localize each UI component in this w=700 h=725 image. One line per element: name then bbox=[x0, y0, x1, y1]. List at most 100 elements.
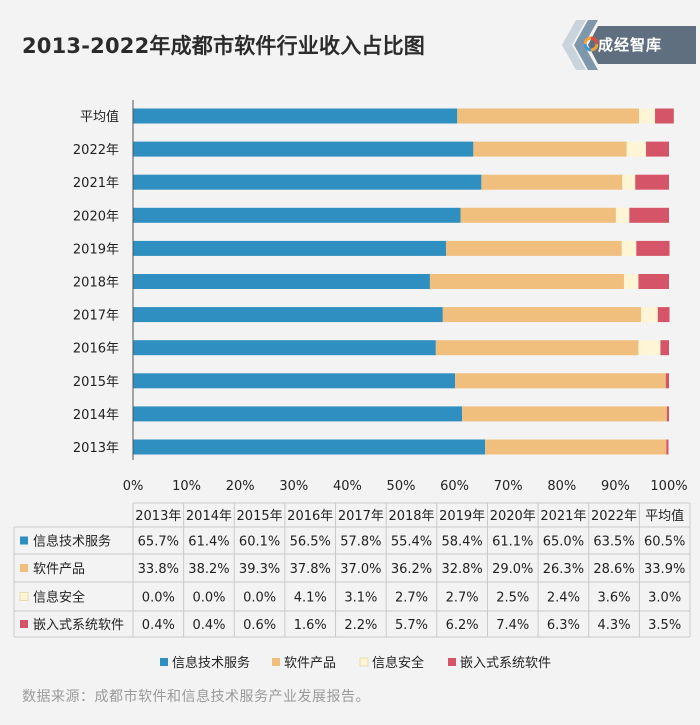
legend-label: 信息安全 bbox=[372, 655, 424, 671]
table-row-label: 嵌入式系统软件 bbox=[33, 618, 124, 633]
data-source-note: 数据来源：成都市软件和信息技术服务产业发展报告。 bbox=[22, 689, 370, 705]
table-cell: 33.8% bbox=[138, 562, 179, 577]
table-header-cell: 2017年 bbox=[338, 509, 384, 524]
table-cell: 0.4% bbox=[192, 618, 225, 633]
category-label: 2019年 bbox=[73, 242, 119, 257]
bar-segment bbox=[638, 274, 669, 289]
x-tick-label: 50% bbox=[387, 479, 416, 494]
table-cell: 2.7% bbox=[395, 591, 428, 606]
legend-swatch bbox=[448, 658, 456, 666]
bar-segment bbox=[638, 108, 656, 124]
table-cell: 2.4% bbox=[547, 591, 580, 606]
table-cell: 56.5% bbox=[290, 535, 331, 550]
bar-segment bbox=[133, 340, 436, 356]
legend-key-swatch bbox=[20, 564, 28, 572]
table-cell: 32.8% bbox=[441, 562, 482, 577]
x-tick-label: 90% bbox=[601, 479, 630, 494]
x-tick-label: 10% bbox=[172, 479, 201, 494]
bar-segment bbox=[133, 307, 443, 323]
bar-segment bbox=[635, 174, 669, 190]
legend-label: 软件产品 bbox=[284, 656, 336, 671]
table-row-label: 软件产品 bbox=[33, 562, 85, 577]
table-row-label: 信息安全 bbox=[33, 590, 85, 606]
table-cell: 38.2% bbox=[188, 562, 229, 577]
bar-segment bbox=[626, 141, 646, 157]
category-label: 2018年 bbox=[73, 276, 119, 291]
bar-segment bbox=[457, 108, 639, 124]
bar-segment bbox=[629, 207, 669, 223]
table-header-cell: 2016年 bbox=[287, 509, 333, 524]
table-cell: 36.2% bbox=[391, 562, 432, 577]
table-cell: 6.3% bbox=[547, 618, 580, 633]
logo: 成经智库 bbox=[562, 18, 696, 72]
bar-segment bbox=[623, 274, 639, 289]
chart-title: 2013-2022年成都市软件行业收入占比图 bbox=[22, 34, 426, 58]
bar-segment bbox=[133, 174, 482, 190]
table-cell: 29.0% bbox=[492, 562, 533, 577]
bar-segment bbox=[636, 240, 670, 256]
table-cell: 28.6% bbox=[593, 562, 634, 577]
bar-segment bbox=[485, 439, 667, 455]
table-header-cell: 2019年 bbox=[439, 509, 485, 524]
bar-segment bbox=[645, 141, 669, 157]
bar-segment bbox=[133, 141, 474, 157]
table-cell: 65.7% bbox=[138, 535, 179, 550]
bar-segment bbox=[133, 240, 447, 256]
table-cell: 1.6% bbox=[294, 618, 327, 633]
x-tick-label: 40% bbox=[333, 479, 362, 494]
table-cell: 60.1% bbox=[239, 535, 280, 550]
table-cell: 2.7% bbox=[446, 591, 479, 606]
bar-segment bbox=[435, 340, 639, 356]
bar-segment bbox=[462, 406, 667, 422]
table-header-cell: 2021年 bbox=[540, 509, 586, 524]
table-cell: 4.1% bbox=[294, 591, 327, 606]
bar-segment bbox=[133, 274, 430, 289]
table-cell: 7.4% bbox=[496, 618, 529, 633]
table-header-cell: 2013年 bbox=[135, 509, 181, 524]
bar-segment bbox=[655, 108, 674, 124]
logo-badge-shape bbox=[562, 20, 696, 70]
table-cell: 0.0% bbox=[243, 591, 276, 606]
table-cell: 0.6% bbox=[243, 618, 276, 633]
table-cell: 2.2% bbox=[344, 618, 377, 633]
table-cell: 0.4% bbox=[142, 618, 175, 633]
legend-key-swatch bbox=[20, 620, 28, 628]
table-cell: 58.4% bbox=[441, 535, 482, 550]
table-cell: 61.4% bbox=[188, 535, 229, 550]
table-cell: 0.0% bbox=[142, 591, 175, 606]
category-label: 2020年 bbox=[73, 209, 119, 224]
table-cell: 61.1% bbox=[492, 535, 533, 550]
table-cell: 37.0% bbox=[340, 562, 381, 577]
bar-segment bbox=[641, 307, 658, 323]
table-cell: 3.5% bbox=[648, 618, 681, 633]
table-cell: 4.3% bbox=[598, 618, 631, 633]
x-tick-label: 0% bbox=[123, 479, 144, 494]
bar-segment bbox=[133, 373, 456, 389]
category-label: 2016年 bbox=[73, 342, 119, 357]
x-tick-label: 100% bbox=[650, 479, 687, 494]
table-header-cell: 2018年 bbox=[388, 509, 434, 524]
bar-segment bbox=[666, 439, 669, 455]
category-label: 2015年 bbox=[73, 375, 119, 390]
bar-segment bbox=[665, 373, 669, 389]
table-cell: 26.3% bbox=[543, 562, 584, 577]
x-tick-label: 60% bbox=[440, 479, 469, 494]
legend-label: 信息技术服务 bbox=[172, 655, 250, 671]
logo-text: 成经智库 bbox=[598, 36, 663, 54]
category-label: 2013年 bbox=[73, 441, 119, 456]
bar-segment bbox=[621, 240, 637, 256]
legend-label: 嵌入式系统软件 bbox=[460, 656, 551, 671]
bar-segment bbox=[666, 406, 669, 422]
logo-swirl-icon bbox=[584, 36, 598, 52]
bar-segment bbox=[133, 108, 458, 124]
x-tick-label: 70% bbox=[494, 479, 523, 494]
bar-segment bbox=[133, 439, 486, 455]
legend-swatch bbox=[359, 657, 369, 667]
bar-segment bbox=[133, 207, 461, 223]
table-cell: 3.1% bbox=[344, 591, 377, 606]
table-cell: 6.2% bbox=[446, 618, 479, 633]
table-cell: 60.5% bbox=[644, 535, 685, 550]
table-cell: 63.5% bbox=[593, 535, 634, 550]
table-header-cell: 2014年 bbox=[186, 509, 232, 524]
table-cell: 65.0% bbox=[543, 535, 584, 550]
